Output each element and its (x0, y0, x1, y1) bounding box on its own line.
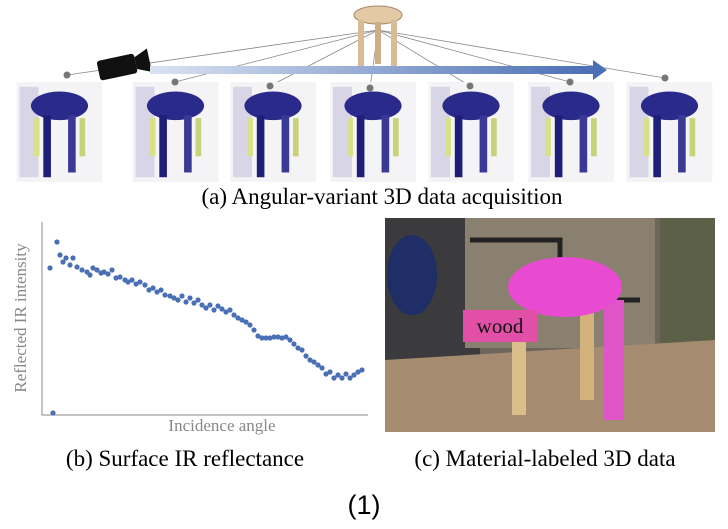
point (339, 375, 344, 380)
sweep-arrow (150, 66, 595, 74)
scatter-plot: Incidence angle Reflected IR intensity (11, 222, 368, 435)
point (319, 365, 324, 370)
point (87, 272, 92, 277)
point (105, 271, 110, 276)
point (343, 371, 348, 376)
point (142, 282, 147, 287)
point (195, 297, 200, 302)
caption: (c) Material-labeled 3D data (414, 446, 675, 471)
point-cloud (230, 82, 316, 182)
point (74, 264, 79, 269)
x-axis-label: Incidence angle (168, 416, 275, 435)
point (109, 267, 114, 272)
point (79, 267, 84, 272)
figure: (a) Angular-variant 3D data acquisition … (0, 0, 728, 529)
point (251, 327, 256, 332)
point (327, 369, 332, 374)
point (57, 252, 62, 257)
point (137, 279, 142, 284)
point-cloud (17, 82, 103, 182)
point (63, 255, 68, 260)
point (47, 265, 52, 270)
point (117, 274, 122, 279)
camera-icon (96, 48, 152, 82)
point (211, 307, 216, 312)
figure-number: (1) (348, 490, 381, 520)
point-cloud (627, 82, 713, 182)
point-cloud (330, 82, 416, 182)
point (67, 262, 72, 267)
point (207, 302, 212, 307)
point-clouds (17, 82, 713, 182)
point (303, 353, 308, 358)
acquisition-diagram: (a) Angular-variant 3D data acquisition (17, 6, 713, 209)
arrow-head (593, 60, 607, 80)
point (299, 347, 304, 352)
point (129, 277, 134, 282)
point (359, 367, 364, 372)
point (54, 239, 59, 244)
point (158, 287, 163, 292)
point (187, 295, 192, 300)
caption: (b) Surface IR reflectance (66, 446, 304, 471)
caption: (a) Angular-variant 3D data acquisition (201, 184, 563, 209)
point (287, 337, 292, 342)
labeled-photo: wood (385, 218, 715, 432)
point (179, 293, 184, 298)
view-lines (67, 30, 665, 88)
point (50, 410, 55, 415)
material-label: wood (477, 314, 524, 338)
y-axis-label: Reflected IR intensity (11, 243, 30, 393)
point (70, 255, 75, 260)
point (162, 292, 167, 297)
point (247, 322, 252, 327)
point-cloud (428, 82, 514, 182)
point (227, 307, 232, 312)
stool-icon (354, 6, 402, 68)
point (175, 297, 180, 302)
point-cloud (133, 82, 219, 182)
point (291, 341, 296, 346)
point (183, 299, 188, 304)
point (150, 285, 155, 290)
point-cloud (528, 82, 614, 182)
